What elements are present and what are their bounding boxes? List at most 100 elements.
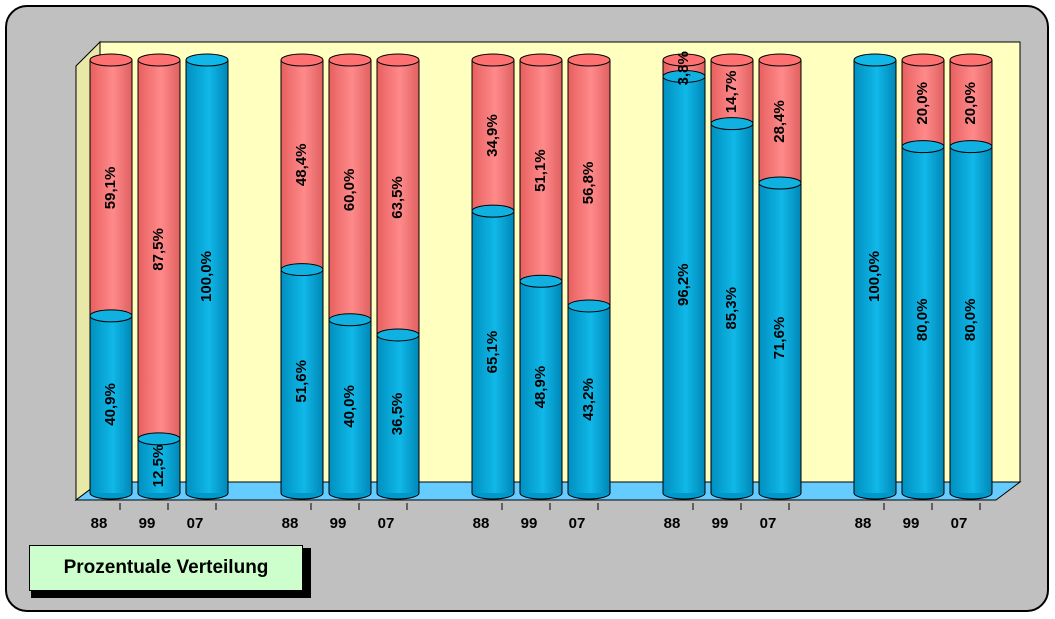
bar-segment-red <box>758 59 802 184</box>
bar-fill-blue <box>902 146 944 493</box>
tick-label: 88 <box>282 515 299 532</box>
bar-cap <box>519 53 563 67</box>
data-label-blue: 40,0% <box>341 385 358 428</box>
data-label-red: 20,0% <box>962 82 979 125</box>
bar-divider <box>949 140 993 154</box>
tick-label: 88 <box>855 515 872 532</box>
bar-fill-blue <box>138 438 180 493</box>
tick-label: 99 <box>903 515 920 532</box>
bar-fill-blue <box>472 211 514 493</box>
tick-label: 99 <box>712 515 729 532</box>
bar-fill-blue <box>520 281 562 493</box>
data-label-blue: 36,5% <box>389 393 406 436</box>
bar-cap <box>471 53 515 67</box>
bar-cap <box>853 53 897 67</box>
bar-segment-red <box>89 59 133 317</box>
bar-fill-blue <box>568 305 610 493</box>
bar-fill-blue <box>90 315 132 493</box>
bar-fill-blue <box>329 319 371 493</box>
bar-segment-red <box>519 59 563 282</box>
bar-divider <box>662 69 706 83</box>
bar-divider <box>471 204 515 218</box>
data-label-blue: 80,0% <box>962 299 979 342</box>
bar-segment-red <box>328 59 372 321</box>
bar-segment-red <box>280 59 324 271</box>
legend-box-label: Prozentuale Verteilung <box>63 557 269 578</box>
tick-label: 07 <box>760 515 777 532</box>
bar-segment-red <box>137 59 181 440</box>
data-label-blue: 100,0% <box>866 251 883 302</box>
bar-divider <box>901 140 945 154</box>
bar-cap <box>376 53 420 67</box>
bar-cap <box>280 53 324 67</box>
data-label-blue: 71,6% <box>771 317 788 360</box>
bar-cap <box>328 53 372 67</box>
data-label-blue: 51,6% <box>293 360 310 403</box>
data-label-red: 87,5% <box>150 228 167 271</box>
data-label-blue: 85,3% <box>723 287 740 330</box>
bar-segment-red <box>471 59 515 212</box>
legend-box: Prozentuale Verteilung <box>29 545 303 591</box>
bar-cap <box>758 53 802 67</box>
bar-fill-blue <box>950 146 992 493</box>
bar-cap <box>185 53 229 67</box>
data-label-red: 48,4% <box>293 144 310 187</box>
tick-label: 07 <box>569 515 586 532</box>
data-label-blue: 12,5% <box>150 445 167 488</box>
bar-fill-blue <box>663 76 705 493</box>
data-label-blue: 40,9% <box>102 383 119 426</box>
bar-cap <box>710 53 754 67</box>
data-label-red: 56,8% <box>580 162 597 205</box>
bar-divider <box>758 176 802 190</box>
bar-segment-red <box>949 59 993 148</box>
tick-label: 07 <box>378 515 395 532</box>
data-label-red: 59,1% <box>102 167 119 210</box>
tick-label: 07 <box>187 515 204 532</box>
bar-fill-blue <box>711 123 753 493</box>
data-label-red: 14,7% <box>723 71 740 114</box>
bar-cap <box>137 53 181 67</box>
bar-fill-blue <box>186 60 228 493</box>
bar-fill-blue <box>759 182 801 494</box>
tick-label: 88 <box>664 515 681 532</box>
tick-label: 88 <box>473 515 490 532</box>
data-label-blue: 100,0% <box>198 251 215 302</box>
bar-fill-blue <box>854 60 896 493</box>
data-label-blue: 80,0% <box>914 299 931 342</box>
bar-divider <box>137 432 181 446</box>
data-label-red: 20,0% <box>914 82 931 125</box>
tick-label: 99 <box>521 515 538 532</box>
tick-label: 07 <box>951 515 968 532</box>
data-label-blue: 48,9% <box>532 366 549 409</box>
data-label-blue: 65,1% <box>484 331 501 374</box>
tick-label: 99 <box>139 515 156 532</box>
bar-divider <box>328 313 372 327</box>
bar-cap <box>567 53 611 67</box>
bar-divider <box>376 328 420 342</box>
bar-cap <box>89 53 133 67</box>
bar-cap <box>949 53 993 67</box>
bar-segment-red <box>567 59 611 307</box>
data-label-red: 60,0% <box>341 169 358 212</box>
data-label-red: 51,1% <box>532 149 549 192</box>
bar-fill-blue <box>377 334 419 493</box>
bar-divider <box>519 274 563 288</box>
bar-divider <box>567 299 611 313</box>
data-label-red: 34,9% <box>484 114 501 157</box>
data-label-red: 63,5% <box>389 176 406 219</box>
bar-segment-red <box>710 59 754 125</box>
bar-segment-red <box>376 59 420 336</box>
bar-cap <box>662 53 706 67</box>
bar-divider <box>710 117 754 131</box>
tick-label: 99 <box>330 515 347 532</box>
data-label-blue: 43,2% <box>580 378 597 421</box>
bar-cap <box>901 53 945 67</box>
bar-fill-blue <box>281 269 323 493</box>
tick-label: 88 <box>91 515 108 532</box>
bar-divider <box>280 263 324 277</box>
bar-divider <box>89 309 133 323</box>
data-label-red: 28,4% <box>771 100 788 143</box>
data-label-blue: 96,2% <box>675 263 692 306</box>
data-label-red: 3,8% <box>675 51 692 85</box>
